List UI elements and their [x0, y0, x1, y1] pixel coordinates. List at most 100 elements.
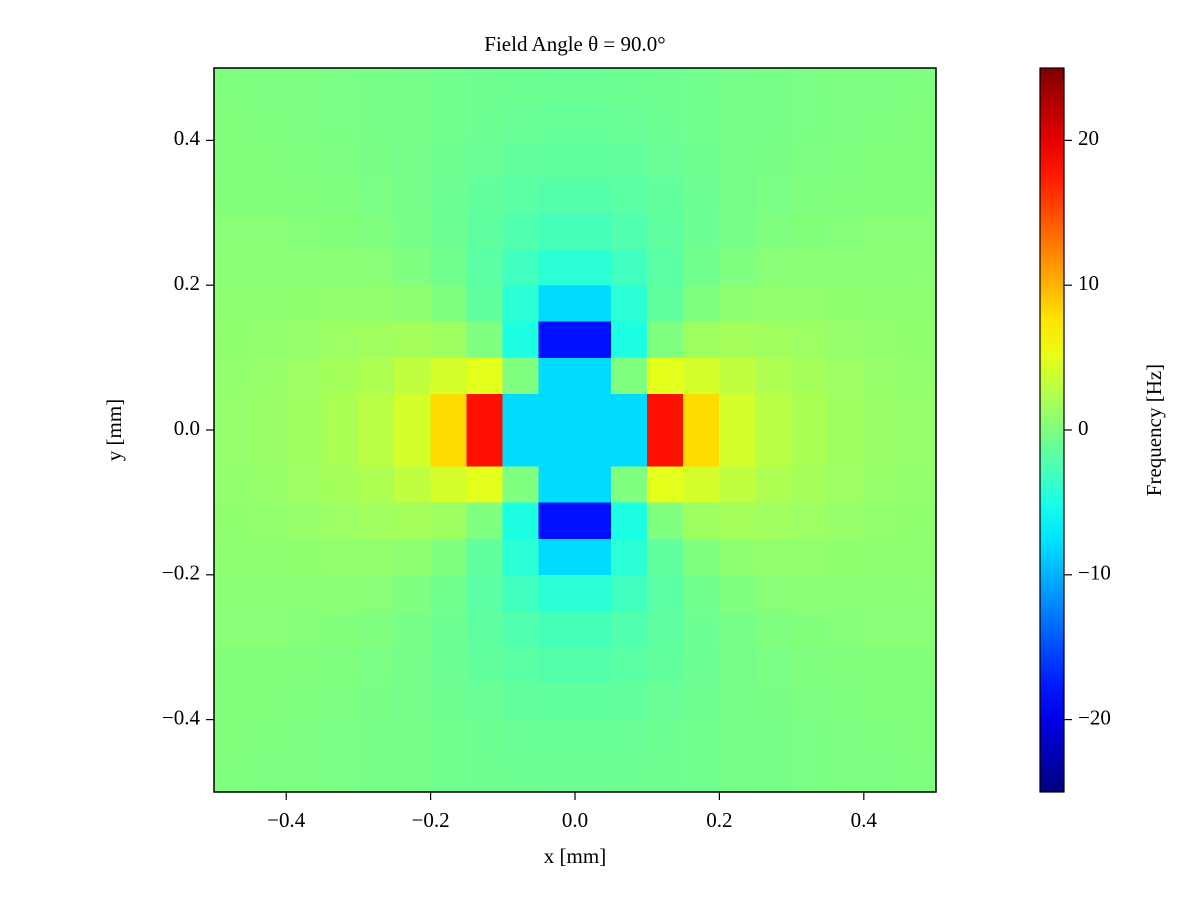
heatmap-cell [683, 646, 720, 684]
heatmap-cell [538, 103, 576, 141]
heatmap-cell [358, 574, 395, 612]
heatmap-cell [322, 574, 359, 612]
heatmap-cell [719, 465, 756, 503]
heatmap-cell [755, 321, 792, 358]
heatmap-cell [538, 646, 576, 684]
heatmap-cell [610, 284, 648, 322]
heatmap-cell [610, 212, 648, 250]
heatmap-cell [646, 502, 684, 539]
heatmap-cell [719, 538, 756, 576]
heatmap-cell [249, 284, 287, 322]
heatmap-cell [719, 248, 756, 286]
heatmap-cell [899, 610, 936, 648]
heatmap-cell [285, 683, 323, 720]
heatmap-cell [683, 248, 720, 286]
heatmap-cell [214, 574, 251, 612]
heatmap-cell [394, 465, 431, 503]
heatmap-cell [430, 357, 467, 395]
heatmap-cell [538, 284, 576, 322]
heatmap-cell [719, 357, 756, 395]
heatmap-cell [394, 357, 431, 395]
heatmap-cell [249, 719, 287, 757]
heatmap-cell [502, 429, 540, 467]
heatmap-cell [538, 248, 576, 286]
heatmap-cell [285, 429, 323, 467]
heatmap-cell [358, 610, 395, 648]
heatmap-cell [791, 755, 828, 792]
heatmap-cell [827, 284, 865, 322]
heatmap-cell [646, 574, 684, 612]
heatmap-cell [719, 646, 756, 684]
heatmap-cell [863, 465, 901, 503]
heatmap-cell [466, 610, 504, 648]
heatmap-cell [719, 683, 756, 720]
heatmap-cell [430, 393, 467, 431]
heatmap-cell [214, 212, 251, 250]
heatmap-cell [285, 719, 323, 757]
heatmap-cell [899, 321, 936, 358]
heatmap-cell [827, 103, 865, 141]
heatmap-cell [899, 357, 936, 395]
heatmap-cell [214, 68, 251, 105]
heatmap-cell [791, 68, 828, 105]
heatmap-cell [863, 755, 901, 792]
heatmap-cell [502, 465, 540, 503]
heatmap-cell [827, 574, 865, 612]
heatmap-cell [863, 68, 901, 105]
heatmap-cell [430, 683, 467, 720]
heatmap-cell [863, 429, 901, 467]
heatmap-cell [430, 103, 467, 141]
heatmap-cell [502, 755, 540, 792]
heatmap-cell [719, 103, 756, 141]
heatmap-cell [249, 610, 287, 648]
heatmap-cell [214, 357, 251, 395]
heatmap-cell [755, 140, 792, 177]
heatmap-cell [538, 502, 576, 539]
heatmap-cell [791, 502, 828, 539]
heatmap-cell [249, 176, 287, 214]
heatmap-cell [863, 212, 901, 250]
colorbar-tick-label: 20 [1078, 126, 1099, 150]
heatmap-cell [214, 719, 251, 757]
heatmap-cell [683, 429, 720, 467]
heatmap-cell [646, 393, 684, 431]
heatmap-cell [538, 176, 576, 214]
heatmap-cell [249, 393, 287, 431]
heatmap-cell [683, 357, 720, 395]
heatmap-cell [430, 321, 467, 358]
heatmap-cell [899, 755, 936, 792]
heatmap-cell [719, 429, 756, 467]
heatmap-cell [863, 284, 901, 322]
heatmap-cell [249, 140, 287, 177]
heatmap-cell [394, 393, 431, 431]
heatmap-cell [249, 502, 287, 539]
heatmap-cell [466, 574, 504, 612]
heatmap-cell [827, 212, 865, 250]
heatmap-cell [322, 321, 359, 358]
heatmap-cell [430, 538, 467, 576]
heatmap-cell [322, 284, 359, 322]
heatmap-cell [538, 719, 576, 757]
x-tick-label: 0.0 [562, 808, 588, 832]
heatmap-cell [394, 538, 431, 576]
heatmap-cell [285, 212, 323, 250]
heatmap-cell [466, 103, 504, 141]
heatmap-cell [863, 248, 901, 286]
heatmap-cell [214, 465, 251, 503]
heatmap-cell [394, 176, 431, 214]
heatmap-cell [827, 683, 865, 720]
heatmap-cell [394, 248, 431, 286]
heatmap-cell [899, 683, 936, 720]
heatmap-cell [827, 248, 865, 286]
heatmap-cell [358, 755, 395, 792]
heatmap-cell [683, 321, 720, 358]
heatmap-cell [863, 140, 901, 177]
heatmap-cell [214, 176, 251, 214]
heatmap-cell [683, 68, 720, 105]
heatmap-cell [683, 176, 720, 214]
heatmap-cell [646, 212, 684, 250]
heatmap-cell [683, 719, 720, 757]
heatmap-cell [285, 502, 323, 539]
heatmap-cell [574, 248, 612, 286]
